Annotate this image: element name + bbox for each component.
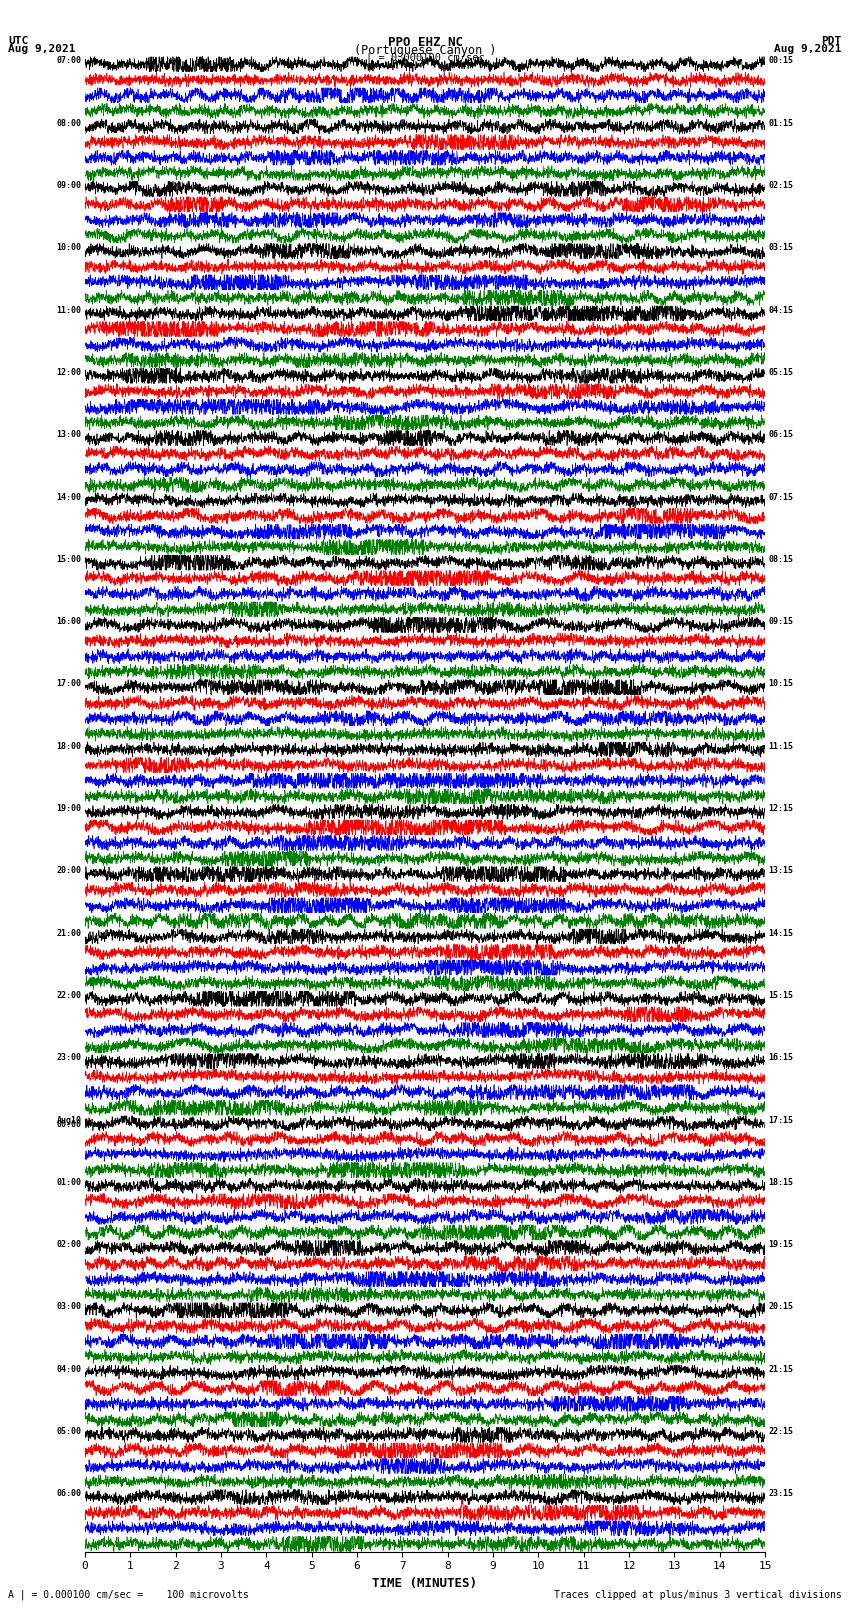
- Text: 10:00: 10:00: [57, 244, 82, 252]
- Text: 02:00: 02:00: [57, 1240, 82, 1248]
- Text: 04:00: 04:00: [57, 1365, 82, 1374]
- Text: 11:00: 11:00: [57, 306, 82, 315]
- Text: 23:00: 23:00: [57, 1053, 82, 1063]
- Text: Aug10: Aug10: [57, 1116, 82, 1124]
- Text: 11:15: 11:15: [768, 742, 793, 750]
- Text: 00:15: 00:15: [768, 56, 793, 66]
- Text: 21:15: 21:15: [768, 1365, 793, 1374]
- Text: 00:00: 00:00: [57, 1119, 82, 1129]
- Text: 14:00: 14:00: [57, 492, 82, 502]
- Text: 04:15: 04:15: [768, 306, 793, 315]
- Text: Aug 9,2021: Aug 9,2021: [774, 44, 842, 55]
- Text: 06:15: 06:15: [768, 431, 793, 439]
- Text: 23:15: 23:15: [768, 1489, 793, 1498]
- Text: A | = 0.000100 cm/sec =    100 microvolts: A | = 0.000100 cm/sec = 100 microvolts: [8, 1589, 249, 1600]
- Text: 03:00: 03:00: [57, 1303, 82, 1311]
- Text: 02:15: 02:15: [768, 181, 793, 190]
- Text: 13:00: 13:00: [57, 431, 82, 439]
- Text: UTC: UTC: [8, 37, 29, 47]
- Text: 14:15: 14:15: [768, 929, 793, 937]
- Text: 17:00: 17:00: [57, 679, 82, 689]
- Text: 07:15: 07:15: [768, 492, 793, 502]
- Text: PDT: PDT: [821, 37, 842, 47]
- Text: 05:15: 05:15: [768, 368, 793, 377]
- Text: PPO EHZ NC: PPO EHZ NC: [388, 37, 462, 50]
- Text: 06:00: 06:00: [57, 1489, 82, 1498]
- Text: 18:15: 18:15: [768, 1177, 793, 1187]
- Text: 15:15: 15:15: [768, 990, 793, 1000]
- Text: 15:00: 15:00: [57, 555, 82, 565]
- Text: 03:15: 03:15: [768, 244, 793, 252]
- Text: 20:15: 20:15: [768, 1303, 793, 1311]
- Text: 12:15: 12:15: [768, 805, 793, 813]
- Text: 22:15: 22:15: [768, 1428, 793, 1436]
- Text: (Portuguese Canyon ): (Portuguese Canyon ): [354, 44, 496, 58]
- Text: 01:15: 01:15: [768, 119, 793, 127]
- Text: 05:00: 05:00: [57, 1428, 82, 1436]
- Text: 13:15: 13:15: [768, 866, 793, 876]
- Text: 08:15: 08:15: [768, 555, 793, 565]
- Text: Aug 9,2021: Aug 9,2021: [8, 44, 76, 55]
- Text: 10:15: 10:15: [768, 679, 793, 689]
- Text: 01:00: 01:00: [57, 1177, 82, 1187]
- Text: 16:00: 16:00: [57, 618, 82, 626]
- Text: 09:00: 09:00: [57, 181, 82, 190]
- Text: Traces clipped at plus/minus 3 vertical divisions: Traces clipped at plus/minus 3 vertical …: [553, 1590, 842, 1600]
- Text: 20:00: 20:00: [57, 866, 82, 876]
- X-axis label: TIME (MINUTES): TIME (MINUTES): [372, 1578, 478, 1590]
- Text: 12:00: 12:00: [57, 368, 82, 377]
- Text: | = 0.000100 cm/sec: | = 0.000100 cm/sec: [366, 52, 484, 63]
- Text: 22:00: 22:00: [57, 990, 82, 1000]
- Text: 09:15: 09:15: [768, 618, 793, 626]
- Text: 19:00: 19:00: [57, 805, 82, 813]
- Text: 07:00: 07:00: [57, 56, 82, 66]
- Text: 16:15: 16:15: [768, 1053, 793, 1063]
- Text: 19:15: 19:15: [768, 1240, 793, 1248]
- Text: 21:00: 21:00: [57, 929, 82, 937]
- Text: 17:15: 17:15: [768, 1116, 793, 1124]
- Text: 18:00: 18:00: [57, 742, 82, 750]
- Text: 08:00: 08:00: [57, 119, 82, 127]
